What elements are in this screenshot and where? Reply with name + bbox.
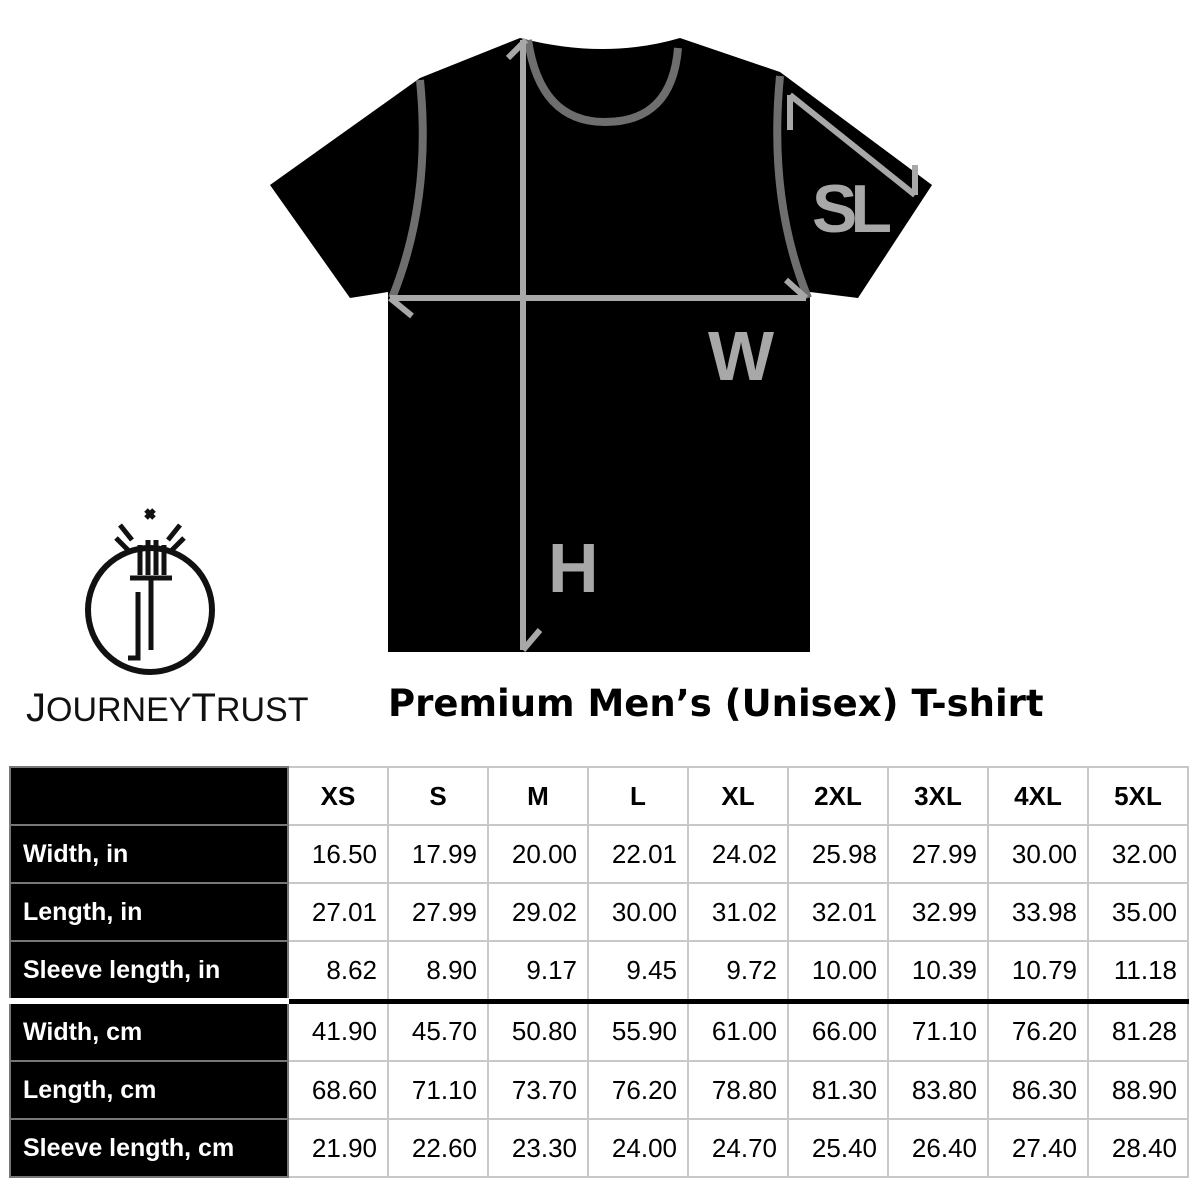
table-cell: 71.10	[887, 998, 989, 1062]
table-row: Width, cm 41.90 45.70 50.80 55.90 61.00 66.00 7…	[9, 998, 1189, 1062]
size-header: 3XL	[887, 766, 989, 826]
table-row: Length, cm 68.60 71.10 73.70 76.20 78.80 81.30…	[9, 1060, 1189, 1120]
size-header: XL	[687, 766, 789, 826]
header-corner	[9, 766, 289, 826]
logo-letter-t: T	[191, 686, 216, 730]
table-cell: 27.99	[887, 824, 989, 884]
logo-wordmark: JOURNEYTRUST	[26, 686, 308, 731]
table-cell: 8.90	[387, 940, 489, 1002]
table-row: Width, in 16.50 17.99 20.00 22.01 24.02 25.98 2…	[9, 824, 1189, 884]
table-cell: 10.39	[887, 940, 989, 1002]
table-cell: 25.40	[787, 1118, 889, 1178]
row-label: Sleeve length, in	[9, 940, 289, 1002]
table-cell: 9.72	[687, 940, 789, 1002]
sleeve-line	[787, 92, 918, 198]
product-title: Premium Men’s (Unisex) T-shirt	[388, 682, 1044, 725]
table-cell: 24.02	[687, 824, 789, 884]
table-cell: 11.18	[1087, 940, 1189, 1002]
table-cell: 81.30	[787, 1060, 889, 1120]
table-cell: 21.90	[287, 1118, 389, 1178]
table-cell: 78.80	[687, 1060, 789, 1120]
logo-letter-j: J	[26, 686, 46, 730]
size-header: L	[587, 766, 689, 826]
height-label: H	[548, 529, 599, 607]
table-cell: 61.00	[687, 998, 789, 1062]
size-header: S	[387, 766, 489, 826]
table-cell: 68.60	[287, 1060, 389, 1120]
table-cell: 83.80	[887, 1060, 989, 1120]
width-label: W	[708, 317, 774, 395]
table-cell: 32.00	[1087, 824, 1189, 884]
table-cell: 9.17	[487, 940, 589, 1002]
logo-word-rust: RUST	[215, 691, 309, 729]
size-header: M	[487, 766, 589, 826]
table-cell: 8.62	[287, 940, 389, 1002]
logo-word-ourney: OURNEY	[46, 691, 192, 729]
row-label: Length, in	[9, 882, 289, 942]
table-cell: 33.98	[987, 882, 1089, 942]
table-cell: 71.10	[387, 1060, 489, 1120]
row-label: Sleeve length, cm	[9, 1118, 289, 1178]
table-row: Sleeve length, in 8.62 8.90 9.17 9.45 9.72 10.…	[9, 940, 1189, 1002]
table-cell: 25.98	[787, 824, 889, 884]
table-cell: 76.20	[987, 998, 1089, 1062]
collar-seam	[524, 39, 682, 127]
table-cell: 88.90	[1087, 1060, 1189, 1120]
table-cell: 23.30	[487, 1118, 589, 1178]
size-table: XS S M L XL 2XL 3XL 4XL 5XL Width, in 16.…	[9, 766, 1189, 1178]
table-cell: 86.30	[987, 1060, 1089, 1120]
table-cell: 30.00	[587, 882, 689, 942]
size-header: 4XL	[987, 766, 1089, 826]
table-cell: 35.00	[1087, 882, 1189, 942]
table-cell: 32.99	[887, 882, 989, 942]
table-cell: 17.99	[387, 824, 489, 884]
table-cell: 26.40	[887, 1118, 989, 1178]
table-row: Sleeve length, cm 21.90 22.60 23.30 24.00 24.…	[9, 1118, 1189, 1178]
size-header: 2XL	[787, 766, 889, 826]
size-header-row: XS S M L XL 2XL 3XL 4XL 5XL	[9, 766, 1189, 826]
table-cell: 22.01	[587, 824, 689, 884]
table-cell: 66.00	[787, 998, 889, 1062]
table-cell: 55.90	[587, 998, 689, 1062]
journeytrust-logo	[85, 508, 215, 675]
row-label: Length, cm	[9, 1060, 289, 1120]
table-cell: 24.00	[587, 1118, 689, 1178]
width-line	[388, 277, 809, 319]
table-cell: 41.90	[287, 998, 389, 1062]
tshirt-diagram: SL W H	[270, 37, 932, 652]
table-cell: 50.80	[487, 998, 589, 1062]
table-cell: 76.20	[587, 1060, 689, 1120]
size-header: XS	[287, 766, 389, 826]
table-cell: 29.02	[487, 882, 589, 942]
table-cell: 10.79	[987, 940, 1089, 1002]
table-cell: 27.40	[987, 1118, 1089, 1178]
measure-lines	[388, 37, 918, 652]
table-cell: 45.70	[387, 998, 489, 1062]
table-cell: 27.01	[287, 882, 389, 942]
table-cell: 31.02	[687, 882, 789, 942]
tshirt-body	[270, 38, 932, 652]
table-cell: 16.50	[287, 824, 389, 884]
table-cell: 27.99	[387, 882, 489, 942]
row-label: Width, in	[9, 824, 289, 884]
left-armhole-seam	[388, 79, 427, 300]
table-cell: 10.00	[787, 940, 889, 1002]
table-cell: 30.00	[987, 824, 1089, 884]
table-cell: 28.40	[1087, 1118, 1189, 1178]
row-label: Width, cm	[9, 998, 289, 1062]
table-cell: 73.70	[487, 1060, 589, 1120]
table-cell: 22.60	[387, 1118, 489, 1178]
table-cell: 20.00	[487, 824, 589, 884]
table-cell: 9.45	[587, 940, 689, 1002]
right-armhole-seam	[773, 75, 812, 300]
height-line	[505, 37, 543, 652]
table-cell: 32.01	[787, 882, 889, 942]
table-cell: 24.70	[687, 1118, 789, 1178]
sleeve-label: SL	[812, 171, 892, 247]
table-row: Length, in 27.01 27.99 29.02 30.00 31.02 32.01…	[9, 882, 1189, 942]
table-cell: 81.28	[1087, 998, 1189, 1062]
size-header: 5XL	[1087, 766, 1189, 826]
